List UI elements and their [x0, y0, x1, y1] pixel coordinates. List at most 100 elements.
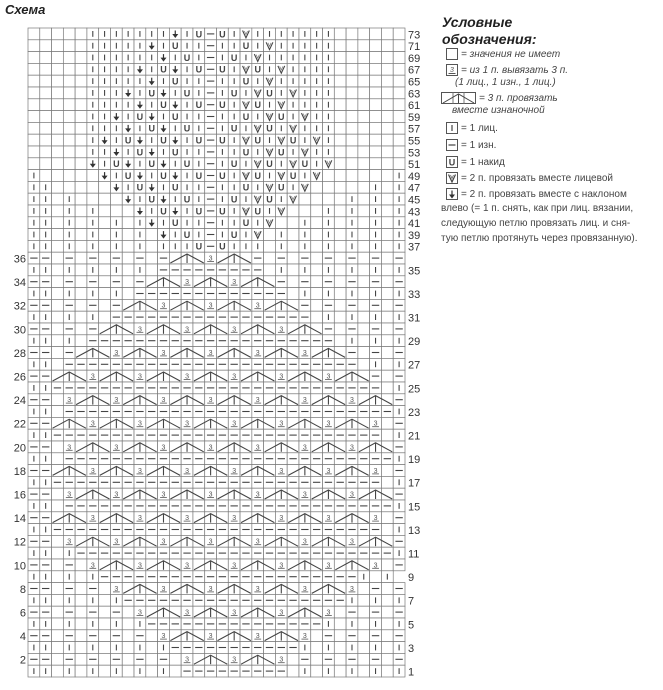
yarn-over-icon: U: [160, 171, 167, 181]
chart-cell: [369, 133, 382, 147]
chart-cell: [381, 310, 394, 324]
chart-cell: [74, 558, 88, 572]
chart-cell: [333, 334, 347, 347]
chart-cell: [381, 51, 394, 64]
chart-cell: [333, 145, 347, 159]
chart-cell: [381, 240, 394, 253]
yarn-over-icon: U: [160, 100, 167, 110]
yarn-over-icon: U: [172, 77, 179, 87]
make-three-icon: 3: [230, 515, 238, 522]
chart-row: 3 3 3: [27, 299, 406, 312]
chart-cell: [74, 275, 88, 288]
row-number-label: 41: [408, 218, 420, 230]
chart-cell: [333, 157, 347, 170]
svg-text:3: 3: [185, 374, 189, 381]
row-number-label: 8: [20, 584, 26, 596]
chart-row: 3 3 3 3: [27, 629, 406, 642]
p3tog-icon: [264, 394, 299, 406]
chart-cell: [74, 299, 88, 312]
legend-item-p3tog: = 3 п. провязать: [441, 92, 558, 105]
make-three-icon: 3: [207, 492, 214, 499]
p3tog-icon: [193, 560, 228, 571]
chart-cell: [27, 133, 41, 147]
chart-cell: [121, 275, 135, 288]
chart-cell: [381, 192, 394, 206]
chart-cell: [51, 98, 64, 111]
chart-cell: [357, 322, 371, 336]
k2tog-icon: [312, 136, 321, 146]
k2tog-icon: [277, 65, 286, 75]
svg-text:U: U: [449, 158, 456, 168]
chart-cell: [62, 145, 76, 159]
chart-cell: [51, 192, 64, 206]
ssk-left-slant-icon: [101, 136, 108, 145]
make-three-icon: 3: [325, 374, 332, 381]
make-three-icon: 3: [160, 444, 167, 451]
k2tog-icon: [244, 30, 248, 36]
svg-text:3: 3: [114, 397, 118, 404]
ssk-left-slant-icon: [160, 231, 167, 239]
chart-cell: [51, 653, 64, 666]
p3tog-icon: [287, 607, 322, 618]
row-number-label: 22: [14, 419, 26, 431]
yarn-over-icon: U: [231, 230, 238, 240]
chart-cell: [74, 204, 88, 218]
svg-text:3: 3: [256, 586, 260, 593]
make-three-icon: 3: [89, 374, 97, 381]
p3tog-icon: [217, 536, 252, 547]
p3tog-icon: [335, 371, 369, 382]
chart-cell: [345, 86, 359, 100]
svg-text:3: 3: [232, 657, 236, 664]
svg-text:3: 3: [185, 610, 189, 617]
svg-text:3: 3: [209, 350, 213, 357]
chart-cell: [27, 86, 41, 100]
make-three-icon: 3: [301, 633, 309, 640]
chart-cell: [51, 275, 64, 288]
legend-item-knit: = 1 лиц.: [446, 122, 498, 135]
p3tog-icon: [193, 512, 228, 524]
row-number-label: 1: [408, 667, 414, 679]
make-three-icon: 3: [254, 586, 262, 593]
chart-cell: [51, 122, 64, 135]
chart-cell: [357, 346, 371, 359]
chart-cell: [310, 228, 323, 241]
make-three-icon: 3: [301, 444, 309, 451]
yarn-over-icon: U: [184, 195, 191, 205]
chart-row: [27, 381, 406, 395]
chart-row: 3 3 3 3 3 3 3: [27, 558, 406, 572]
make-three-icon: 3: [207, 444, 214, 451]
chart-cell: [345, 169, 359, 182]
chart-cell: [381, 334, 394, 347]
row-number-label: 39: [408, 230, 420, 242]
chart-cell: [392, 74, 406, 88]
chart-cell: [333, 110, 347, 123]
chart-cell: [39, 122, 52, 135]
k2tog-icon: [291, 125, 295, 130]
yarn-over-icon: U: [231, 195, 238, 205]
chart-cell: [74, 240, 88, 253]
svg-text:3: 3: [232, 468, 236, 475]
p3tog-icon: [287, 418, 322, 429]
p3tog-icon: [99, 512, 134, 524]
chart-cell: [51, 334, 64, 347]
legend-text: = 1 изн.: [461, 140, 497, 151]
p3tog-icon: [122, 300, 157, 311]
make-three-icon: 3: [301, 350, 309, 357]
k2tog-icon: [289, 195, 297, 205]
ssk-left-slant-icon: [101, 172, 108, 180]
p3tog-icon: [287, 512, 322, 524]
chart-cell: [381, 74, 394, 88]
chart-cell: [369, 145, 382, 159]
chart-cell: [369, 86, 382, 100]
svg-text:3: 3: [256, 397, 260, 404]
chart-cell: [333, 122, 347, 135]
row-number-label: 14: [14, 513, 26, 525]
chart-cell: [62, 27, 76, 41]
row-number-label: 57: [408, 124, 420, 136]
svg-text:3: 3: [279, 326, 283, 333]
p3tog-icon: [240, 276, 275, 288]
p3tog-icon: [99, 418, 134, 429]
chart-cell: [333, 216, 347, 229]
svg-text:3: 3: [256, 303, 260, 310]
